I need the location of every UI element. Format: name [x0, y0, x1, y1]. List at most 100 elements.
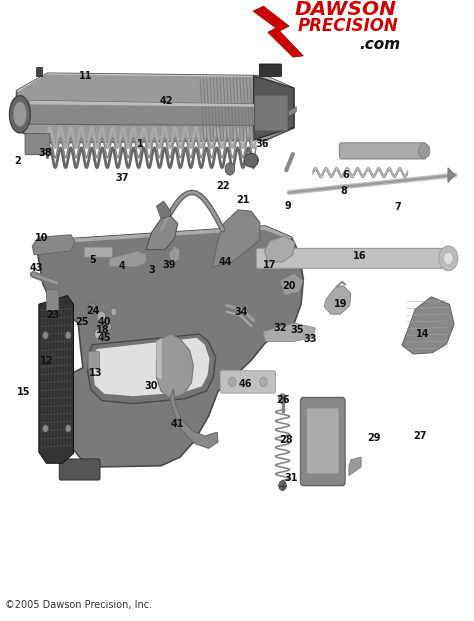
Bar	[36, 67, 42, 76]
Polygon shape	[36, 226, 292, 245]
Text: 31: 31	[284, 473, 298, 483]
Polygon shape	[39, 296, 73, 463]
Ellipse shape	[9, 96, 30, 133]
Circle shape	[43, 425, 48, 432]
Polygon shape	[170, 389, 218, 448]
Polygon shape	[146, 216, 178, 250]
Text: 10: 10	[35, 233, 48, 243]
Text: PRECISION: PRECISION	[298, 17, 399, 35]
Polygon shape	[29, 101, 263, 125]
Circle shape	[43, 332, 48, 339]
Circle shape	[419, 143, 430, 158]
Text: 33: 33	[303, 334, 317, 344]
Polygon shape	[17, 73, 294, 92]
Polygon shape	[263, 107, 296, 119]
Polygon shape	[109, 251, 147, 267]
Polygon shape	[212, 210, 260, 267]
Circle shape	[225, 163, 235, 175]
Text: 23: 23	[46, 310, 60, 320]
FancyBboxPatch shape	[307, 408, 339, 474]
Text: 8: 8	[341, 186, 347, 196]
Text: .com: .com	[359, 37, 401, 52]
Text: 26: 26	[277, 395, 290, 405]
Text: 45: 45	[98, 333, 111, 343]
Polygon shape	[448, 168, 455, 183]
FancyBboxPatch shape	[84, 247, 112, 257]
Text: 40: 40	[98, 317, 111, 327]
FancyBboxPatch shape	[339, 143, 426, 159]
Text: 46: 46	[239, 379, 252, 389]
Text: 38: 38	[39, 148, 52, 158]
Polygon shape	[36, 226, 303, 467]
Polygon shape	[263, 323, 315, 342]
Text: 24: 24	[86, 306, 100, 315]
Text: 19: 19	[334, 299, 347, 309]
Polygon shape	[168, 246, 180, 263]
Text: 16: 16	[353, 251, 366, 261]
Circle shape	[279, 481, 286, 491]
Polygon shape	[29, 101, 263, 107]
Polygon shape	[264, 236, 295, 262]
Circle shape	[279, 394, 286, 404]
Circle shape	[228, 377, 236, 387]
FancyBboxPatch shape	[259, 64, 282, 76]
Circle shape	[65, 332, 71, 339]
Text: DAWSON: DAWSON	[295, 0, 397, 19]
Text: 30: 30	[144, 381, 157, 391]
Polygon shape	[402, 297, 454, 354]
Circle shape	[260, 377, 267, 387]
Circle shape	[439, 246, 458, 271]
FancyBboxPatch shape	[59, 459, 100, 480]
Circle shape	[65, 425, 71, 432]
Circle shape	[90, 303, 96, 310]
Text: 41: 41	[171, 419, 184, 428]
Text: 9: 9	[285, 201, 292, 211]
FancyBboxPatch shape	[46, 289, 59, 310]
Text: 35: 35	[290, 325, 303, 335]
Text: 43: 43	[29, 263, 43, 273]
Text: 25: 25	[75, 317, 88, 327]
Circle shape	[111, 308, 117, 315]
Text: 28: 28	[280, 435, 293, 445]
Polygon shape	[88, 334, 216, 404]
Text: 22: 22	[216, 181, 229, 191]
Text: 21: 21	[236, 195, 249, 205]
Polygon shape	[253, 6, 303, 57]
Text: 39: 39	[162, 260, 175, 270]
Polygon shape	[156, 338, 162, 380]
Circle shape	[105, 322, 111, 331]
Text: 44: 44	[219, 257, 232, 267]
FancyBboxPatch shape	[25, 134, 50, 155]
Circle shape	[444, 252, 453, 265]
FancyBboxPatch shape	[88, 351, 100, 369]
Circle shape	[97, 311, 106, 322]
Text: 15: 15	[17, 388, 30, 397]
Text: 42: 42	[160, 96, 173, 106]
Text: 13: 13	[89, 368, 102, 378]
Polygon shape	[324, 286, 351, 314]
FancyBboxPatch shape	[255, 95, 288, 131]
Polygon shape	[156, 201, 171, 219]
Text: 20: 20	[283, 281, 296, 291]
Text: 7: 7	[395, 202, 401, 212]
Text: 17: 17	[264, 260, 277, 270]
Ellipse shape	[13, 102, 27, 127]
Text: 32: 32	[274, 323, 287, 333]
Polygon shape	[156, 334, 193, 399]
Polygon shape	[93, 338, 210, 396]
Text: 37: 37	[116, 173, 129, 183]
Ellipse shape	[244, 153, 258, 167]
Polygon shape	[32, 235, 75, 255]
Text: 6: 6	[343, 170, 349, 180]
Polygon shape	[280, 273, 303, 296]
Text: 4: 4	[119, 261, 126, 271]
FancyBboxPatch shape	[220, 371, 275, 393]
Circle shape	[95, 329, 102, 339]
Text: 1: 1	[137, 139, 143, 149]
Text: 12: 12	[40, 356, 53, 366]
Polygon shape	[349, 457, 361, 476]
Polygon shape	[17, 73, 294, 143]
Text: 3: 3	[148, 265, 155, 275]
Text: 14: 14	[416, 329, 429, 339]
Text: 5: 5	[90, 255, 96, 265]
